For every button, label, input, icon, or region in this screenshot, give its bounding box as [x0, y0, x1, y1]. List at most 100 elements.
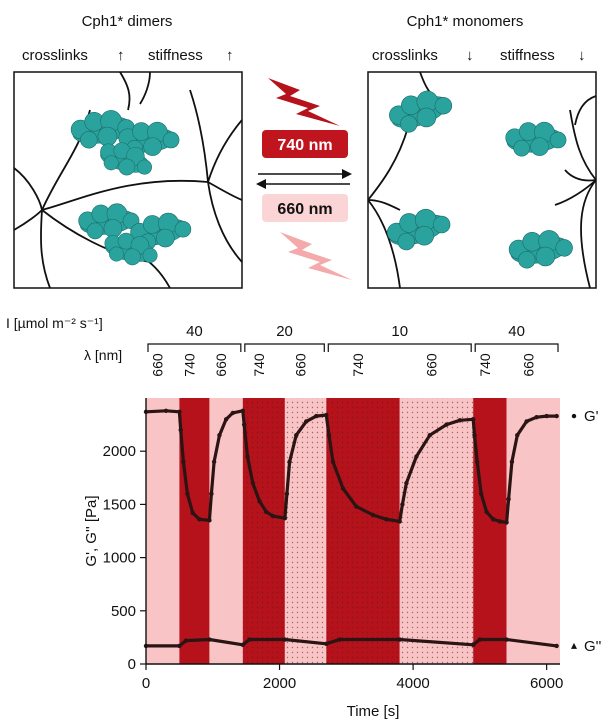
data-series: G' G''	[143, 408, 602, 655]
data-point	[427, 433, 432, 438]
wavelength-tick-label: 660	[293, 353, 309, 377]
data-point	[506, 496, 511, 502]
intensity-group-label: 20	[276, 323, 293, 340]
left-stiffness-up-arrow: ↑	[226, 47, 234, 64]
y-tick-label: 1500	[103, 496, 136, 513]
y-tick-label: 500	[111, 603, 136, 620]
intensity-group-label: 40	[186, 323, 203, 340]
data-point	[304, 419, 309, 424]
wavelength-axis-label: λ [nm]	[84, 347, 122, 363]
wavelength-tick-label: 660	[520, 353, 536, 377]
x-tick-label: 2000	[263, 675, 296, 692]
data-point	[414, 454, 419, 459]
right-panel-title: Cph1* monomers	[407, 13, 524, 30]
data-point	[509, 459, 515, 465]
data-point	[404, 480, 409, 486]
data-point	[240, 642, 246, 648]
segment-dot-overlay	[242, 398, 285, 664]
reverse-wavelength-badge	[262, 194, 348, 222]
intensity-axis-label: I [µmol m⁻² s⁻¹]	[6, 315, 103, 331]
data-point	[230, 410, 236, 416]
data-point	[504, 520, 509, 525]
data-point	[178, 427, 183, 433]
right-polymer-chains	[367, 71, 597, 289]
intensity-bracket	[327, 343, 472, 352]
wavelength-tick-label: 660	[423, 353, 439, 377]
data-point	[177, 409, 182, 415]
segment-band-740	[179, 398, 210, 664]
wavelength-tick-label: 660	[213, 353, 229, 377]
segment-dot-overlay	[284, 398, 327, 664]
right-crosslinks-label: crosslinks	[372, 47, 438, 64]
data-point	[241, 422, 247, 427]
data-point	[294, 433, 299, 438]
x-tick-label: 4000	[396, 675, 429, 692]
schematic: Cph1* dimers crosslinks ↑ stiffness ↑ Cp…	[13, 13, 597, 289]
series-label: G'	[584, 408, 599, 425]
data-point	[470, 642, 476, 648]
forward-wavelength-label: 740 nm	[277, 137, 332, 154]
data-point	[470, 417, 476, 422]
segment-band-740	[473, 398, 507, 664]
segment-band-660	[209, 398, 243, 664]
intensity-bracket	[244, 343, 325, 352]
y-axis-title: G', G'' [Pa]	[83, 495, 100, 566]
legend-marker	[571, 642, 577, 649]
data-point	[515, 433, 520, 438]
data-point	[287, 459, 292, 465]
segment-band-660	[146, 398, 180, 664]
axes: 0 500 1000 1500 2000 0 2000 4000 6000 Time [s] G',…	[83, 398, 563, 720]
data-point	[183, 638, 189, 643]
data-point	[185, 491, 190, 496]
data-point	[491, 517, 496, 522]
data-point	[211, 459, 217, 465]
data-point	[217, 433, 222, 438]
rheology-chart: I [µmol m⁻² s⁻¹] λ [nm] 660 740 660 740 660 7…	[6, 315, 602, 720]
data-point	[524, 419, 529, 424]
data-point	[554, 643, 559, 649]
forward-wavelength-badge	[262, 130, 348, 158]
y-tick-label: 1000	[103, 550, 136, 567]
data-point	[475, 459, 480, 465]
data-point	[370, 512, 376, 518]
intensity-group-label: 40	[508, 323, 525, 340]
data-point	[324, 412, 329, 418]
wavelength-tick-label: 740	[477, 353, 493, 377]
data-point	[554, 413, 559, 419]
data-point	[257, 499, 262, 504]
data-point	[163, 408, 169, 413]
data-point	[284, 491, 290, 496]
data-point	[326, 433, 332, 438]
segment-band-660	[506, 398, 560, 664]
data-point	[330, 459, 336, 465]
forward-arrowhead	[342, 169, 352, 179]
legend-marker	[571, 413, 577, 419]
wavelength-tick-label: 740	[181, 353, 197, 377]
segment-labels: 660 740 660 740 660 740 660 740 660 40 20 10 40	[147, 323, 559, 377]
intensity-group-label: 10	[391, 323, 408, 340]
data-point	[397, 519, 402, 524]
data-point	[314, 413, 319, 419]
data-point	[177, 643, 182, 649]
left-crosslinks-label: crosslinks	[22, 47, 88, 64]
data-point	[384, 517, 389, 522]
data-point	[270, 513, 276, 519]
data-point	[247, 637, 252, 642]
left-stiffness-label: stiffness	[148, 47, 203, 64]
dark-lightning-bolt	[268, 78, 340, 126]
segment-dot-overlay	[399, 398, 474, 664]
data-point	[400, 502, 405, 507]
reverse-wavelength-label: 660 nm	[277, 201, 332, 218]
data-point	[397, 637, 402, 642]
data-point	[477, 637, 483, 642]
y-tick-label: 2000	[103, 443, 136, 460]
illumination-segments	[146, 398, 560, 664]
data-point	[340, 486, 346, 491]
intensity-bracket	[474, 343, 559, 352]
right-stiffness-label: stiffness	[500, 47, 555, 64]
data-point	[245, 454, 250, 459]
data-point	[504, 637, 509, 642]
left-panel-title: Cph1* dimers	[82, 13, 173, 30]
data-point	[479, 491, 484, 496]
